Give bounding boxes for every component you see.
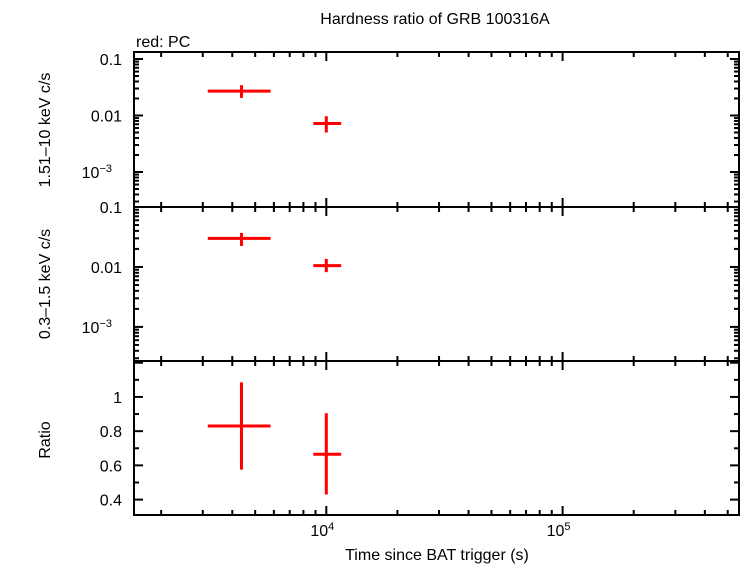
- y-tick-label: 10−3: [82, 163, 112, 182]
- y-tick-label: 0.01: [91, 108, 122, 125]
- panel-frame: [133, 51, 740, 208]
- ylabel-hard: 1.51–10 keV c/s: [37, 73, 54, 188]
- y-tick-label: 0.01: [91, 260, 122, 277]
- panel-2: 1 0.8 0.6 0.4 104 105: [100, 360, 740, 540]
- panel-frame: [133, 206, 740, 362]
- y-tick-label: 10−3: [82, 318, 112, 337]
- ylabel-ratio: Ratio: [37, 421, 54, 458]
- y-tick-label: 0.4: [100, 493, 122, 510]
- y-tick-sup: −3: [99, 163, 112, 175]
- x-tick-sup: 5: [564, 521, 570, 533]
- ylabel-soft: 0.3–1.5 keV c/s: [37, 229, 54, 339]
- x-tick-sup: 4: [328, 521, 334, 533]
- chart-title: Hardness ratio of GRB 100316A: [320, 11, 550, 28]
- panel-frame: [133, 360, 740, 516]
- y-tick-label: 0.1: [100, 52, 122, 69]
- x-tick-label: 105: [547, 521, 571, 540]
- y-tick-label: 0.8: [100, 424, 122, 441]
- panel-1: 0.1 0.01 10−3: [82, 200, 740, 362]
- xlabel: Time since BAT trigger (s): [345, 547, 529, 564]
- legend-note: red: PC: [136, 34, 190, 51]
- y-tick-label: 0.6: [100, 458, 122, 475]
- y-tick-label: 1: [113, 390, 122, 407]
- y-tick-sup: −3: [99, 318, 112, 330]
- y-tick-label: 0.1: [100, 200, 122, 217]
- x-tick-label: 104: [310, 521, 334, 540]
- panel-0: 0.1 0.01 10−3: [82, 51, 740, 208]
